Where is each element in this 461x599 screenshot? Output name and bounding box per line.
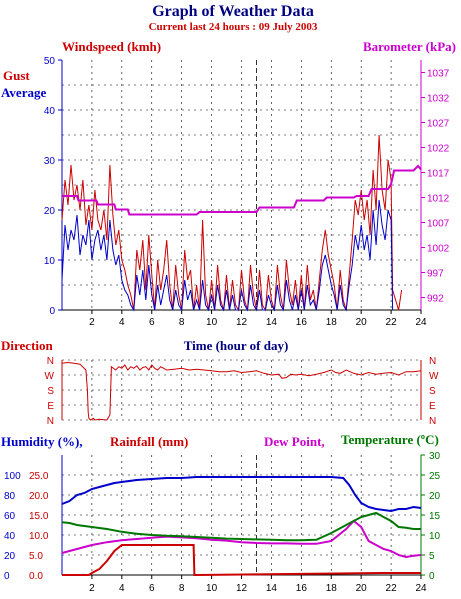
barometer-label: Barometer (kPa): [363, 39, 456, 54]
rainfall-tick-label: 20.0: [29, 491, 49, 502]
series-gust: [61, 134, 403, 312]
humidity-x-tick-label: 20: [356, 583, 368, 594]
humidity-label: Humidity (%),: [1, 434, 83, 449]
wind-x-tick-label: 16: [296, 317, 308, 328]
direction-label: Direction: [1, 338, 54, 353]
chart-subtitle: Current last 24 hours : 09 July 2003: [149, 21, 318, 33]
direction-left-tick-label: E: [47, 401, 54, 412]
wind-panel: 0102030405099299710021007101210171022102…: [44, 56, 450, 328]
temperature-tick-label: 10: [429, 531, 441, 542]
dewpoint-label: Dew Point,: [264, 434, 325, 449]
rainfall-label: Rainfall (mm): [110, 434, 188, 449]
series-barometer: [62, 164, 422, 216]
wind-right-tick-label: 1032: [427, 94, 450, 105]
wind-x-tick-label: 22: [386, 317, 398, 328]
wind-right-tick-label: 1012: [427, 194, 450, 205]
wind-left-tick-label: 30: [44, 156, 56, 167]
temperature-tick-label: 5: [429, 551, 435, 562]
wind-right-tick-label: 1007: [427, 219, 450, 230]
series-dew-point: [61, 519, 422, 559]
temperature-tick-label: 30: [429, 451, 441, 462]
humidity-x-tick-label: 6: [149, 583, 155, 594]
humidity-tick-label: 20: [4, 551, 16, 562]
direction-left-tick-label: S: [47, 386, 54, 397]
humidity-x-tick-label: 8: [179, 583, 185, 594]
direction-left-tick-label: W: [45, 371, 55, 382]
wind-x-tick-label: 20: [356, 317, 368, 328]
wind-left-tick-label: 50: [44, 56, 56, 67]
humidity-x-tick-label: 24: [415, 583, 427, 594]
time-axis-label: Time (hour of day): [184, 338, 289, 353]
wind-x-tick-label: 6: [149, 317, 155, 328]
humidity-x-tick-label: 14: [266, 583, 278, 594]
rainfall-tick-label: 5.0: [29, 551, 43, 562]
wind-right-tick-label: 1022: [427, 144, 450, 155]
humidity-x-tick-label: 16: [296, 583, 308, 594]
wind-right-tick-label: 992: [427, 294, 444, 305]
direction-panel: N NW WS SE EN N: [45, 356, 439, 427]
rainfall-tick-label: 15.0: [29, 511, 49, 522]
wind-left-tick-label: 20: [44, 206, 56, 217]
wind-x-tick-label: 10: [206, 317, 218, 328]
rainfall-tick-label: 10.0: [29, 531, 49, 542]
wind-right-tick-label: 1027: [427, 119, 450, 130]
wind-left-tick-label: 40: [44, 106, 56, 117]
rainfall-tick-label: 0.0: [29, 571, 43, 582]
humidity-x-tick-label: 18: [326, 583, 338, 594]
temperature-tick-label: 15: [429, 511, 441, 522]
gust-label: Gust: [3, 68, 30, 83]
wind-x-tick-label: 18: [326, 317, 338, 328]
humidity-x-tick-label: 12: [236, 583, 248, 594]
series-average: [61, 199, 394, 312]
humidity-x-tick-label: 4: [119, 583, 125, 594]
direction-left-tick-label: N: [47, 416, 54, 427]
wind-x-tick-label: 12: [236, 317, 248, 328]
wind-right-tick-label: 1037: [427, 69, 450, 80]
temperature-label: Temperature (ºC): [341, 432, 439, 447]
humidity-x-tick-label: 22: [386, 583, 398, 594]
chart-title: Graph of Weather Data: [152, 3, 314, 20]
humidity-tick-label: 80: [4, 491, 16, 502]
average-label: Average: [1, 85, 46, 100]
rainfall-tick-label: 25.0: [29, 471, 49, 482]
series-temperature: [61, 511, 421, 542]
humidity-tick-label: 60: [4, 511, 16, 522]
direction-right-tick-label: N: [429, 416, 436, 427]
wind-left-tick-label: 0: [49, 306, 55, 317]
series-rainfall: [62, 544, 421, 576]
wind-right-tick-label: 997: [427, 269, 444, 280]
wind-x-tick-label: 4: [119, 317, 125, 328]
wind-right-tick-label: 1002: [427, 244, 450, 255]
humidity-tick-label: 0: [4, 571, 10, 582]
direction-right-tick-label: E: [429, 401, 436, 412]
wind-x-tick-label: 2: [89, 317, 95, 328]
series-humidity: [61, 476, 422, 513]
direction-right-tick-label: N: [429, 356, 436, 367]
humidity-panel: 0 20 40 60 80 100 0.0 5.0 10.0 15.0 20.0 25.0 0 5 10 15…: [4, 451, 441, 594]
humidity-tick-label: 40: [4, 531, 16, 542]
humidity-x-tick-label: 10: [206, 583, 218, 594]
windspeed-label: Windspeed (kmh): [62, 39, 161, 54]
wind-x-tick-label: 14: [266, 317, 278, 328]
humidity-x-tick-label: 2: [89, 583, 95, 594]
direction-right-tick-label: W: [429, 371, 439, 382]
wind-x-tick-label: 8: [179, 317, 185, 328]
wind-left-tick-label: 10: [44, 256, 56, 267]
wind-right-tick-label: 1017: [427, 169, 450, 180]
wind-x-tick-label: 24: [415, 317, 427, 328]
direction-left-tick-label: N: [47, 356, 54, 367]
temperature-tick-label: 20: [429, 491, 441, 502]
series-direction: [61, 361, 422, 421]
temperature-tick-label: 0: [429, 571, 435, 582]
temperature-tick-label: 25: [429, 471, 441, 482]
humidity-tick-label: 100: [4, 471, 21, 482]
direction-right-tick-label: S: [429, 386, 436, 397]
